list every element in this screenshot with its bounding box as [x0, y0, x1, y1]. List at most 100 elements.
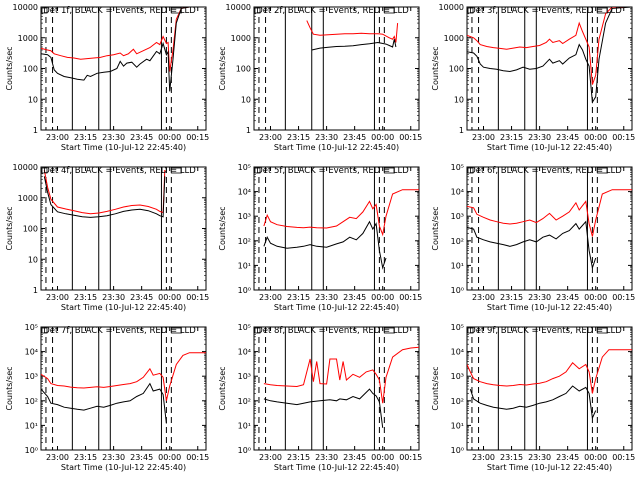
y-tick-label: 10² [451, 397, 464, 406]
plot-frame [466, 326, 633, 451]
x-tick-label: 00:00 [584, 453, 607, 462]
x-tick-label: 00:15 [399, 293, 422, 302]
x-tick-label: 00:00 [371, 453, 394, 462]
x-tick-label: 23:30 [528, 453, 551, 462]
series-events-line [263, 220, 387, 270]
x-axis-label: Start Time (10-Jul-12 22:45:40) [61, 303, 186, 312]
panel-det-4: 1 10 100 1000 10000 23:00 23:15 23:30 23:45 00:00… [5, 163, 209, 312]
x-tick-label: 23:00 [259, 133, 282, 142]
x-tick-label: 00:00 [584, 293, 607, 302]
x-axis-label: Start Time (10-Jul-12 22:45:40) [487, 143, 612, 152]
y-tick-label: 10⁵ [25, 323, 38, 332]
y-tick-label: 10 [28, 255, 38, 264]
x-tick-label: 23:45 [130, 133, 153, 142]
x-tick-label: 23:00 [46, 453, 69, 462]
x-axis-label: Start Time (10-Jul-12 22:45:40) [274, 303, 399, 312]
attenuator-marker [254, 7, 261, 14]
panel-det-5: 10⁰ 10¹ 10² 10³ 10⁴ 10⁵ 23:00 23:15 23:30 23:45 00… [218, 163, 422, 312]
y-axis-label: Counts/sec [431, 366, 440, 410]
series-events-line [311, 39, 397, 51]
x-tick-label: 23:00 [472, 453, 495, 462]
y-tick-label: 1 [246, 126, 251, 135]
x-tick-label: 00:15 [612, 293, 635, 302]
y-axis-label: Counts/sec [218, 206, 227, 250]
y-tick-label: 10 [241, 95, 251, 104]
x-tick-label: 00:00 [584, 133, 607, 142]
x-tick-label: 23:00 [259, 293, 282, 302]
x-tick-label: 23:30 [102, 293, 125, 302]
x-tick-label: 00:15 [612, 453, 635, 462]
x-tick-label: 00:15 [399, 453, 422, 462]
y-tick-label: 10¹ [451, 261, 464, 270]
plot-frame [253, 6, 420, 131]
x-axis-label: Start Time (10-Jul-12 22:45:40) [61, 463, 186, 472]
x-tick-label: 23:15 [287, 453, 310, 462]
panel-title: Det 4f, BLACK = Events, RED = LLD [43, 166, 196, 176]
x-tick-label: 23:30 [528, 133, 551, 142]
x-tick-label: 23:00 [472, 133, 495, 142]
panel-title: Det 3f, BLACK = Events, RED = LLD [469, 6, 622, 16]
x-tick-label: 23:15 [500, 453, 523, 462]
x-tick-label: 23:45 [556, 133, 579, 142]
x-axis-label: Start Time (10-Jul-12 22:45:40) [487, 463, 612, 472]
y-tick-label: 10⁴ [238, 348, 251, 357]
y-tick-label: 10⁴ [451, 348, 464, 357]
x-tick-label: 23:45 [343, 133, 366, 142]
y-tick-label: 1000 [444, 34, 464, 43]
y-tick-label: 10³ [25, 372, 38, 381]
x-tick-label: 23:30 [315, 453, 338, 462]
panel-title: Det 1f, BLACK = Events, RED = LLD [43, 6, 196, 16]
series-lld-line [41, 352, 206, 401]
y-tick-label: 10000 [439, 3, 464, 12]
plot-frame [253, 326, 420, 451]
series-events-line [43, 176, 166, 218]
x-axis-label: Start Time (10-Jul-12 22:45:40) [487, 303, 612, 312]
y-tick-label: 10⁰ [451, 446, 464, 455]
plot-frame [40, 326, 207, 451]
y-axis-label: Counts/sec [218, 46, 227, 90]
y-tick-label: 10000 [226, 3, 251, 12]
plot-frame [40, 166, 207, 291]
x-tick-label: 00:15 [186, 133, 209, 142]
panel-title: Det 2f, BLACK = Events, RED = LLD [256, 6, 409, 16]
series-lld-line [467, 189, 632, 237]
y-tick-label: 10⁰ [238, 286, 251, 295]
attenuator-marker [170, 327, 182, 334]
y-tick-label: 10⁴ [25, 348, 38, 357]
panel-title: Det 6f, BLACK = Events, RED = LLD [469, 166, 622, 176]
x-tick-label: 23:30 [315, 293, 338, 302]
x-tick-label: 00:15 [612, 133, 635, 142]
attenuator-marker [170, 167, 182, 174]
x-tick-label: 23:45 [343, 453, 366, 462]
x-tick-label: 00:00 [158, 293, 181, 302]
y-tick-label: 10² [238, 237, 251, 246]
panel-det-8: 10⁰ 10¹ 10² 10³ 10⁴ 10⁵ 23:00 23:15 23:30 23:45 00… [218, 323, 422, 472]
y-tick-label: 10⁰ [238, 446, 251, 455]
x-tick-label: 23:45 [556, 293, 579, 302]
attenuator-marker [383, 167, 395, 174]
series-events-line [467, 7, 632, 104]
panel-det-3: 1 10 100 1000 10000 23:00 23:15 23:30 23:45 00:00… [431, 3, 635, 152]
x-tick-label: 00:00 [158, 453, 181, 462]
panel-det-2: 1 10 100 1000 10000 23:00 23:15 23:30 23:45 00:00… [218, 3, 422, 152]
y-axis-label: Counts/sec [431, 206, 440, 250]
series-lld-line [41, 7, 206, 72]
attenuator-marker [41, 327, 48, 334]
series-lld-line [467, 349, 632, 394]
y-tick-label: 1 [33, 286, 38, 295]
y-tick-label: 1 [33, 126, 38, 135]
attenuator-marker [467, 167, 474, 174]
x-tick-label: 00:15 [186, 293, 209, 302]
y-axis-label: Counts/sec [431, 46, 440, 90]
y-tick-label: 10³ [451, 372, 464, 381]
y-tick-label: 10000 [13, 163, 38, 172]
y-tick-label: 10² [451, 237, 464, 246]
series-events-line [41, 382, 167, 424]
series-lld-line [43, 169, 166, 215]
x-axis-label: Start Time (10-Jul-12 22:45:40) [274, 463, 399, 472]
x-tick-label: 23:00 [259, 453, 282, 462]
attenuator-marker [596, 7, 608, 14]
x-tick-label: 23:15 [74, 133, 97, 142]
y-tick-label: 10² [25, 397, 38, 406]
y-tick-label: 10000 [13, 3, 38, 12]
